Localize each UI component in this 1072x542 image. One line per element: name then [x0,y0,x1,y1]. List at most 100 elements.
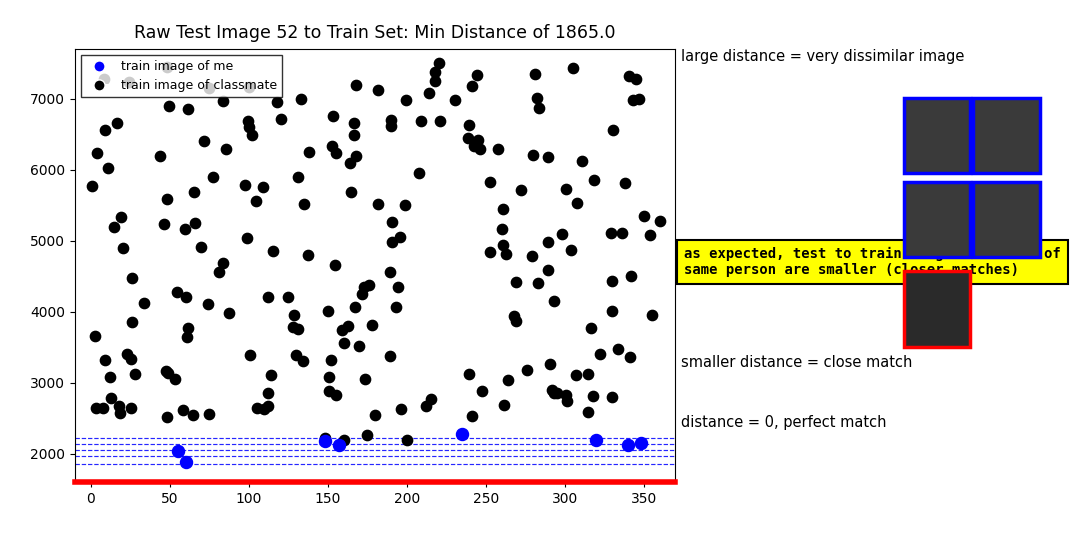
Point [325,112,342,121]
Point [359,431,376,440]
Point [427,76,444,85]
Point [319,306,337,315]
Point [557,390,575,399]
Point [211,268,228,277]
Point [151,151,168,160]
Point [254,183,271,191]
Point [122,404,139,412]
Point [495,401,512,409]
Bar [904,271,970,347]
Title: Raw Test Image 52 to Train Set: Min Distance of 1865.0: Raw Test Image 52 to Train Set: Min Dist… [134,24,616,42]
Point [185,188,203,197]
Point [530,278,547,287]
Point [259,293,277,301]
Point [119,349,136,358]
Point [500,375,517,384]
Text: smaller distance = close match: smaller distance = close match [681,355,912,370]
Point [241,351,258,360]
Point [96,356,114,364]
Point [505,311,522,320]
Point [641,231,658,240]
Point [472,145,489,154]
Point [280,293,297,302]
Point [579,369,596,378]
Point [383,237,400,246]
Point [621,72,638,81]
Point [339,321,356,330]
Point [398,96,415,105]
Point [177,458,194,467]
Point [96,126,114,134]
Point [123,318,140,326]
Point [159,195,176,203]
Point [460,370,477,379]
Point [255,404,272,413]
Point [549,389,566,397]
Point [557,185,575,193]
Point [289,172,307,181]
Point [567,371,584,379]
Point [460,120,477,129]
Point [604,307,621,315]
Point [200,83,218,92]
Point [345,131,362,139]
Point [524,151,541,160]
Point [159,413,176,422]
Bar [904,98,970,173]
Point [177,224,194,233]
Point [324,141,341,150]
Point [248,404,265,412]
Point [100,164,117,172]
Point [193,243,210,251]
Point [114,243,131,252]
Point [381,268,398,276]
Point [382,116,399,125]
Point [363,321,381,330]
Point [168,288,185,296]
Point [95,75,113,84]
Point [102,373,119,382]
Point [322,356,339,364]
Point [466,142,483,151]
Point [347,152,364,160]
Point [174,405,191,414]
Point [632,439,650,448]
Point [195,137,212,146]
Point [546,297,563,306]
Point [383,122,400,131]
Point [463,81,480,90]
Point [398,435,415,444]
Point [316,433,333,442]
Point [241,83,258,92]
Point [604,393,621,402]
Point [248,197,265,205]
Point [427,68,444,76]
Text: large distance = very dissimilar image: large distance = very dissimilar image [681,49,964,64]
Point [285,322,302,331]
Point [507,317,524,326]
Point [574,157,591,166]
Point [553,230,570,238]
Point [88,149,105,158]
Point [327,260,344,269]
Point [342,159,359,167]
Point [411,169,428,177]
Point [285,311,302,320]
Point [336,436,353,445]
Bar [904,182,970,257]
Point [87,332,104,341]
Point [126,370,144,378]
Point [519,366,536,375]
Point [481,178,498,186]
Point [135,299,152,307]
Point [264,247,281,255]
Bar [973,182,1040,257]
Point [526,70,544,79]
Point [431,59,448,68]
Point [221,308,238,317]
Point [470,136,487,145]
Bar [973,98,1040,173]
Point [161,102,178,111]
Point [122,355,139,364]
Point [417,401,434,410]
